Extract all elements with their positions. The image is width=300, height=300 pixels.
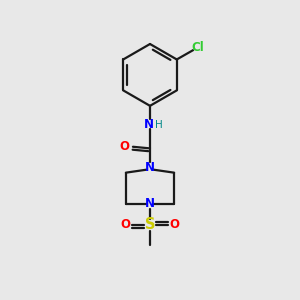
Text: S: S [145, 217, 155, 232]
Text: O: O [121, 218, 131, 231]
Text: N: N [143, 118, 154, 130]
Text: H: H [155, 120, 163, 130]
Text: N: N [145, 197, 155, 210]
Text: O: O [120, 140, 130, 153]
Text: Cl: Cl [191, 41, 204, 54]
Text: N: N [145, 161, 155, 174]
Text: O: O [169, 218, 179, 231]
